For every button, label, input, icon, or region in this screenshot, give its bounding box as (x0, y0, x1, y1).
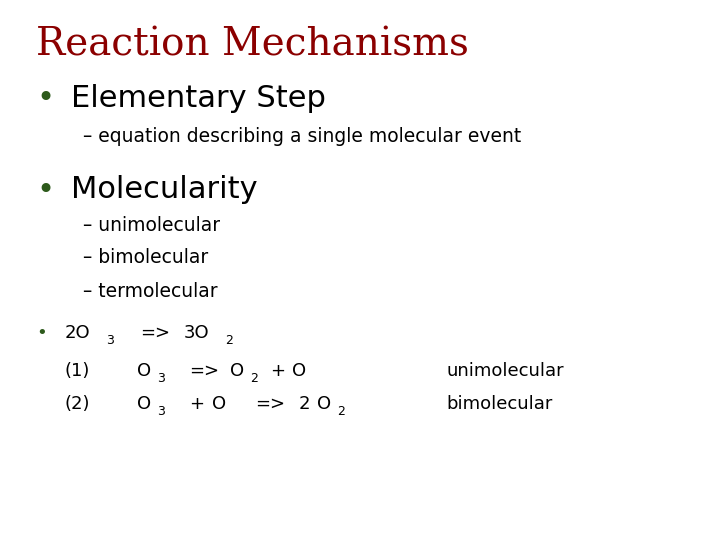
Text: 2O: 2O (65, 324, 91, 342)
Text: 3O: 3O (184, 324, 210, 342)
Text: O: O (230, 362, 245, 380)
Text: 3: 3 (157, 372, 165, 384)
Text: •: • (36, 176, 54, 205)
Text: O: O (317, 395, 331, 413)
Text: 3: 3 (157, 405, 165, 418)
Text: =>: => (140, 324, 171, 342)
Text: =>: => (256, 395, 286, 413)
Text: – equation describing a single molecular event: – equation describing a single molecular… (83, 127, 521, 146)
Text: – unimolecular: – unimolecular (83, 216, 220, 235)
Text: O: O (212, 395, 227, 413)
Text: Elementary Step: Elementary Step (71, 84, 325, 113)
Text: 2: 2 (299, 395, 310, 413)
Text: •: • (36, 324, 47, 342)
Text: – termolecular: – termolecular (83, 282, 217, 301)
Text: 3: 3 (107, 334, 114, 347)
Text: – bimolecular: – bimolecular (83, 248, 208, 267)
Text: O: O (137, 362, 151, 380)
Text: 2: 2 (225, 334, 233, 347)
Text: 2: 2 (337, 405, 345, 418)
Text: O: O (137, 395, 151, 413)
Text: bimolecular: bimolecular (446, 395, 553, 413)
Text: unimolecular: unimolecular (446, 362, 564, 380)
Text: =>: => (189, 362, 219, 380)
Text: Molecularity: Molecularity (71, 176, 257, 205)
Text: Reaction Mechanisms: Reaction Mechanisms (36, 27, 469, 64)
Text: 2: 2 (251, 372, 258, 384)
Text: (1): (1) (65, 362, 90, 380)
Text: (2): (2) (65, 395, 90, 413)
Text: +: + (270, 362, 285, 380)
Text: +: + (189, 395, 204, 413)
Text: •: • (36, 84, 54, 113)
Text: O: O (292, 362, 306, 380)
